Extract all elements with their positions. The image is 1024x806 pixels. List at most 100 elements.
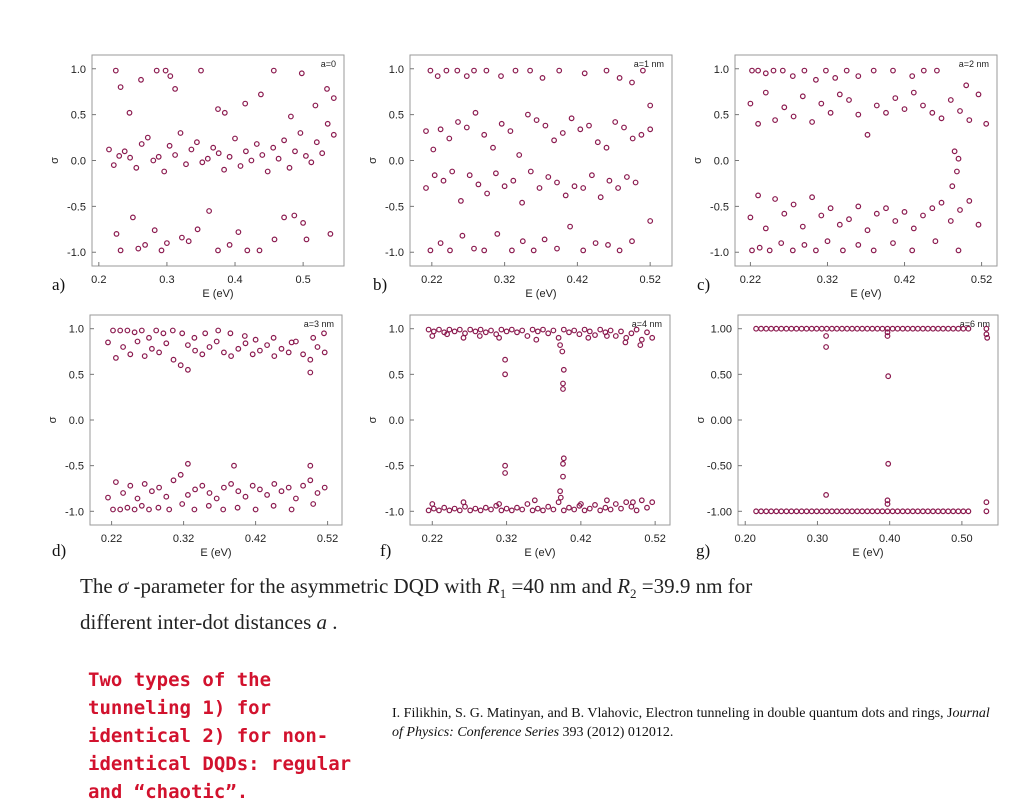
data-point [482,329,489,336]
data-point [536,185,543,191]
data-point [226,153,233,160]
data-point [607,506,614,513]
data-point [873,102,880,109]
y-tick-label: -0.5 [67,201,86,213]
data-point [827,109,834,116]
data-point [244,247,251,254]
data-point [285,484,292,491]
y-tick-label: -1.0 [67,247,86,259]
x-tick-label: 0.42 [570,533,591,545]
data-point [126,109,133,116]
data-point [647,218,654,224]
data-point [215,150,222,157]
data-point [117,506,124,513]
tunneling-note: Two types of the tunneling 1) for identi… [88,669,352,803]
y-axis-label: σ [49,157,61,164]
data-point [458,197,464,204]
data-point [883,205,889,212]
data-point [560,366,567,373]
y-tick-label: -0.5 [710,201,729,213]
data-point [581,507,588,514]
caption-r1: R [486,574,500,598]
data-point [592,240,599,247]
data-point [755,67,761,74]
data-point [901,208,908,215]
y-tick-label: 1.0 [389,324,404,336]
data-point [183,161,189,168]
data-point [778,240,785,247]
data-point [843,67,850,74]
data-point [198,67,204,74]
data-point [484,190,491,197]
data-point [606,177,613,184]
data-point [585,334,592,341]
data-point [560,386,566,392]
data-point [456,507,463,514]
data-point [234,504,241,511]
x-tick-label: 0.30 [807,533,828,545]
x-tick-label: 0.52 [639,274,660,286]
data-point [259,152,266,158]
data-point [459,232,466,239]
data-point [580,185,587,191]
data-point [257,347,263,354]
data-point [530,247,537,254]
data-point [454,67,461,74]
data-point [602,504,609,511]
data-point [194,226,201,233]
y-tick-label: 0.0 [69,415,84,427]
data-point [463,73,470,79]
data-point [529,326,536,333]
data-point [300,482,307,489]
data-point [110,327,116,334]
data-point [112,479,119,486]
data-point [156,349,163,356]
data-point [749,67,755,74]
data-point [202,330,209,337]
data-point [494,230,501,237]
data-point [885,373,892,380]
data-point [901,106,908,112]
data-point [303,236,310,243]
data-point [253,141,260,147]
data-point [185,238,192,245]
data-point [455,119,461,125]
data-point [966,117,973,123]
data-point [983,325,990,332]
data-point [508,326,515,333]
y-tick-label: 1.0 [714,64,729,76]
data-point [554,245,560,252]
data-point [291,212,298,219]
data-point [965,325,972,332]
reference-details: 393 (2012) 012012. [559,725,674,740]
data-point [799,93,806,100]
data-point [249,351,256,358]
data-point [983,508,990,515]
data-point [215,247,221,254]
data-point [235,229,242,236]
caption-text: The [80,574,118,598]
y-tick-label: 1.0 [71,64,86,76]
data-point [434,73,441,79]
data-point [566,329,572,336]
data-point [146,506,152,513]
data-point [477,507,484,514]
data-point [910,225,917,232]
data-point [957,207,963,213]
data-point [249,482,256,489]
data-point [597,507,604,514]
data-point [586,505,593,512]
data-point [954,168,960,175]
data-point [144,134,151,141]
data-point [142,241,149,248]
data-point [138,76,144,83]
data-point [117,327,124,334]
data-point [310,334,317,341]
data-point [441,504,448,511]
data-point [330,131,337,138]
data-point [481,247,488,254]
data-point [525,111,531,118]
y-tick-label: 0.5 [389,369,404,381]
reference-journal: ournal of Physics: Conference Series [392,706,990,740]
data-point [975,221,982,228]
